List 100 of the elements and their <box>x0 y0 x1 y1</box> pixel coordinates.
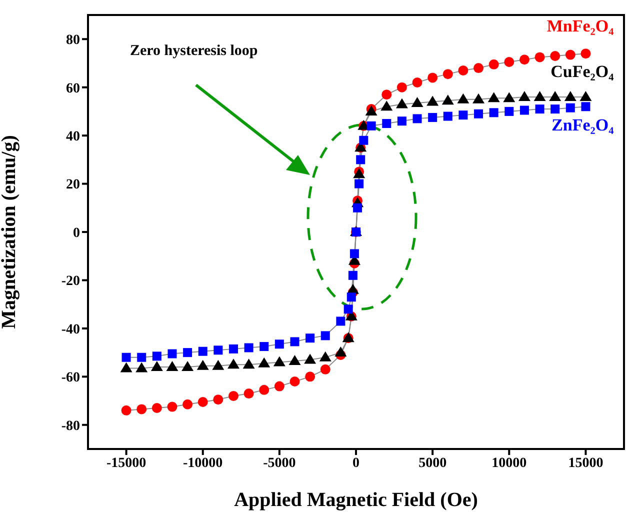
point <box>504 57 514 68</box>
y-tick-label: -60 <box>61 370 80 386</box>
point <box>472 93 485 104</box>
point <box>350 249 359 258</box>
y-tick-label: 20 <box>66 178 80 193</box>
point <box>397 116 406 126</box>
point <box>504 106 514 116</box>
point <box>320 364 330 374</box>
point <box>167 402 178 412</box>
point <box>348 270 358 280</box>
point <box>183 348 192 358</box>
point <box>290 376 300 386</box>
point <box>121 405 132 416</box>
point <box>274 381 284 392</box>
point <box>244 343 254 352</box>
point <box>457 93 470 104</box>
y-tick-label: 40 <box>66 130 80 145</box>
y-tick-label: 0 <box>73 226 80 241</box>
point <box>382 119 392 128</box>
series-label: ZnFe₂O₄ <box>552 116 614 135</box>
point <box>428 112 438 122</box>
point <box>152 352 162 361</box>
point <box>534 90 546 101</box>
point <box>428 72 438 83</box>
point <box>519 54 530 65</box>
point <box>426 96 439 106</box>
point <box>474 109 484 118</box>
point <box>213 394 224 405</box>
point <box>244 388 254 399</box>
point <box>380 100 393 111</box>
point <box>382 90 392 100</box>
point <box>166 361 178 372</box>
point <box>443 112 452 121</box>
point <box>359 136 368 145</box>
point <box>198 396 208 407</box>
point <box>396 82 407 92</box>
point <box>396 98 408 108</box>
point <box>334 346 347 357</box>
point <box>580 90 592 101</box>
point <box>356 155 366 164</box>
point <box>182 361 194 372</box>
y-tick-label: 80 <box>66 33 80 48</box>
x-tick-label: -5000 <box>263 456 296 471</box>
point <box>288 354 301 365</box>
x-tick-label: 5000 <box>418 456 447 471</box>
point <box>168 349 177 358</box>
point <box>182 399 193 410</box>
y-tick-label: -20 <box>61 274 80 290</box>
point <box>260 342 269 352</box>
y-axis-title: Magnetization (emu/g) <box>0 135 20 329</box>
point <box>274 340 284 349</box>
point <box>212 360 224 370</box>
annotation: Zero hysteresis loop <box>130 43 258 59</box>
x-axis-title: Applied Magnetic Field (Oe) <box>234 489 478 511</box>
point <box>305 372 316 382</box>
point <box>290 337 300 346</box>
series-label: MnFe₂O₄ <box>546 16 614 36</box>
point <box>137 352 146 362</box>
point <box>152 403 162 414</box>
point <box>122 352 131 362</box>
point <box>565 50 576 60</box>
point <box>306 334 315 343</box>
y-tick-label: 60 <box>66 81 80 96</box>
point <box>534 52 545 62</box>
point <box>503 92 516 102</box>
point <box>520 106 529 115</box>
point <box>489 108 498 118</box>
point <box>228 344 238 354</box>
y-tick-label: -80 <box>61 418 80 434</box>
point <box>518 90 530 101</box>
point <box>474 63 484 74</box>
point <box>353 203 362 212</box>
point <box>259 384 270 395</box>
point <box>258 357 270 368</box>
point <box>227 358 240 369</box>
y-tick-label: -40 <box>61 322 80 338</box>
point <box>412 114 422 124</box>
x-tick-label: 10000 <box>492 456 527 471</box>
point <box>242 358 255 369</box>
point <box>458 65 468 76</box>
point <box>366 121 376 130</box>
x-tick-label: -10000 <box>183 456 223 471</box>
x-tick-label: -15000 <box>106 456 146 471</box>
point <box>136 404 147 414</box>
point <box>304 354 316 364</box>
point <box>488 59 499 70</box>
x-tick-label: 15000 <box>568 456 604 471</box>
point <box>150 361 163 372</box>
point <box>458 110 468 120</box>
point <box>550 104 560 114</box>
point <box>354 179 364 188</box>
point <box>442 69 453 80</box>
point <box>336 316 346 326</box>
point <box>535 104 544 114</box>
point <box>581 102 590 112</box>
point <box>346 292 356 302</box>
point <box>411 97 424 108</box>
point <box>550 50 560 61</box>
point <box>564 90 576 101</box>
point <box>198 346 208 356</box>
